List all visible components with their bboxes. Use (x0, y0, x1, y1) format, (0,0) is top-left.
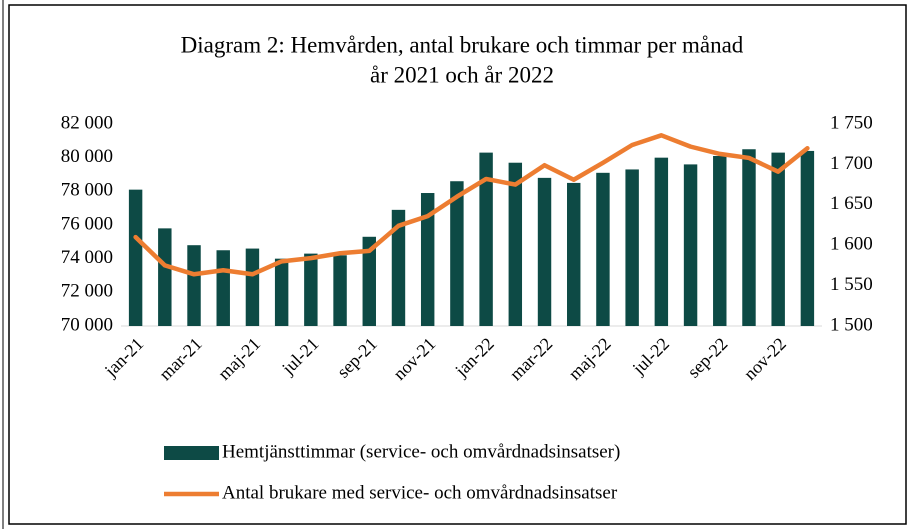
y-tick-label: 70 000 (61, 314, 113, 335)
bar (216, 250, 230, 326)
x-tick-label: maj-22 (564, 334, 614, 384)
bar (128, 189, 143, 326)
y2-tick-label: 1 500 (830, 314, 873, 335)
bar (625, 169, 639, 326)
y-tick-label: 78 000 (61, 180, 113, 201)
bar (274, 258, 289, 326)
y2-tick-label: 1 550 (830, 274, 873, 295)
x-tick-label: jul-21 (277, 334, 322, 379)
y2-tick-label: 1 650 (830, 193, 873, 214)
x-tick-label: mar-22 (506, 334, 557, 385)
bar (537, 177, 552, 326)
frame (8, 4, 907, 525)
bar (742, 149, 756, 326)
y-tick-label: 74 000 (61, 247, 113, 268)
bar (596, 172, 610, 326)
bar (683, 164, 698, 326)
y-tick-label: 76 000 (61, 213, 113, 234)
bar (420, 193, 435, 326)
x-tick-label: nov-21 (389, 334, 439, 384)
bar (479, 152, 493, 326)
bar (654, 157, 669, 326)
bar (187, 245, 201, 326)
x-tick-label: jan-22 (450, 334, 497, 381)
chart-title: Diagram 2: Hemvården, antal brukare och … (181, 32, 744, 57)
line (133, 133, 810, 277)
bar (713, 155, 727, 326)
bar (800, 150, 815, 326)
bar (771, 152, 785, 326)
bar (158, 228, 172, 326)
y2-tick-label: 1 600 (830, 234, 873, 255)
x-tick-label: sep-22 (683, 334, 731, 382)
bar (304, 253, 318, 326)
bar (333, 255, 347, 326)
legend-label: Hemtjänsttimmar (service- och omvårdnads… (222, 441, 620, 462)
chart-title: år 2021 och år 2022 (370, 62, 554, 87)
bar (362, 236, 376, 326)
x-tick-label: jan-21 (100, 334, 147, 381)
x-tick-label: mar-21 (155, 334, 206, 385)
x-tick-label: jul-22 (628, 334, 673, 379)
y2-tick-label: 1 700 (830, 153, 873, 174)
bar (245, 248, 260, 326)
y2-tick-label: 1 750 (830, 112, 873, 133)
bar (567, 182, 581, 326)
y-tick-label: 82 000 (61, 112, 113, 133)
bar (508, 162, 523, 326)
x-tick-label: sep-21 (333, 334, 381, 382)
x-tick-label: maj-21 (214, 334, 264, 384)
y-tick-label: 80 000 (61, 146, 113, 167)
bar (391, 209, 406, 326)
legend-swatch (164, 446, 219, 460)
y-tick-label: 72 000 (61, 281, 113, 302)
x-tick-label: nov-22 (740, 334, 790, 384)
bar (450, 181, 464, 326)
legend-label: Antal brukare med service- och omvårdnad… (222, 482, 618, 503)
